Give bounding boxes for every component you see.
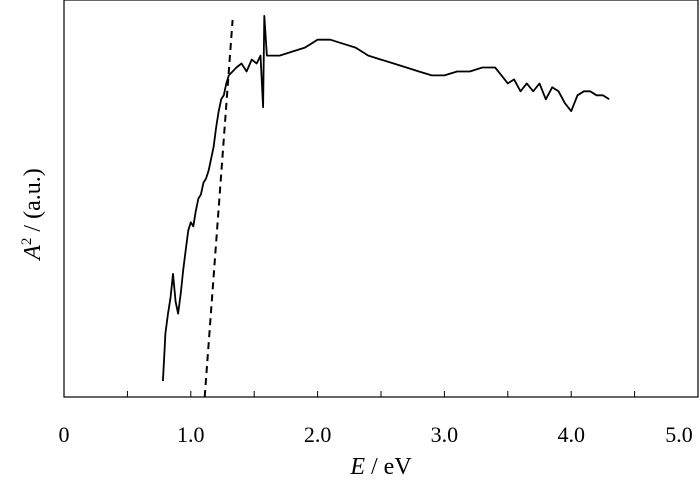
- y-axis-label-power: 2: [19, 238, 35, 246]
- x-axis-ticks: [63, 391, 699, 397]
- x-tick-label: 2.0: [304, 422, 332, 447]
- y-axis-label-unit: / (a.u.): [20, 168, 46, 237]
- x-axis-label-symbol: E: [349, 454, 365, 480]
- series-line: [162, 15, 610, 382]
- x-tick-label: 1.0: [177, 422, 205, 447]
- y-axis-label-symbol: A: [20, 245, 46, 262]
- y-axis-label: A2 / (a.u.): [19, 168, 46, 261]
- x-tick-label: 0: [59, 422, 70, 447]
- series-layer: [162, 15, 610, 398]
- x-tick-label: 5.0: [665, 422, 693, 447]
- x-tick-label: 3.0: [431, 422, 459, 447]
- x-axis-label: E / eV: [349, 454, 412, 480]
- x-axis-tick-labels: 0 1.0 2.0 3.0 4.0 5.0: [59, 422, 693, 447]
- tangent-line: [203, 19, 234, 398]
- x-tick-label: 4.0: [557, 422, 585, 447]
- x-axis-label-unit: / eV: [365, 454, 412, 480]
